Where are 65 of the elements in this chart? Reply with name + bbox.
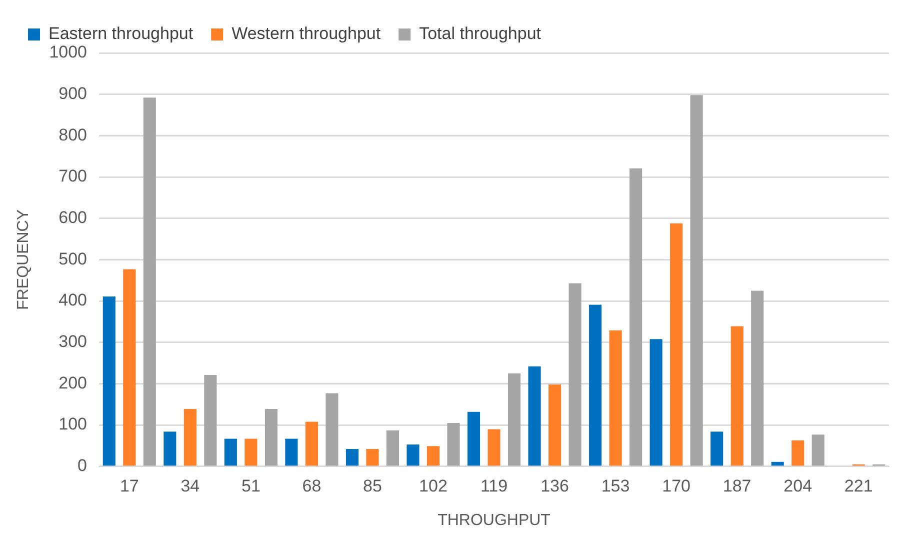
bar: [164, 432, 176, 466]
bar: [143, 98, 156, 466]
bar: [102, 296, 116, 466]
bar: [812, 434, 824, 466]
bar: [771, 462, 784, 466]
x-tick-label: 187: [722, 476, 752, 496]
bar: [528, 366, 541, 466]
y-tick-label: 500: [58, 249, 88, 268]
legend-label: Eastern throughput: [48, 24, 194, 44]
legend-label: Western throughput: [232, 24, 381, 44]
x-tick-label: 170: [662, 476, 690, 496]
bar: [751, 290, 764, 466]
bar: [184, 408, 196, 466]
bar: [426, 446, 440, 466]
bar: [508, 373, 521, 466]
x-tick-label: 51: [241, 476, 260, 496]
bar: [285, 438, 298, 466]
x-tick-label: 119: [480, 476, 508, 496]
bar: [346, 449, 358, 466]
bar: [710, 432, 724, 466]
bar: [589, 304, 602, 466]
y-tick-label: 900: [58, 84, 88, 104]
bar: [488, 429, 500, 466]
x-tick-label: 34: [180, 476, 200, 496]
bar: [630, 168, 642, 466]
x-tick-label: 221: [844, 476, 873, 496]
y-tick-label: 800: [58, 125, 88, 144]
bar: [650, 339, 662, 466]
bar: [326, 393, 338, 466]
x-tick-label: 102: [419, 476, 448, 496]
bar: [447, 422, 460, 466]
y-tick-label: 600: [58, 208, 88, 228]
x-tick-label: 136: [540, 476, 569, 496]
bar: [123, 269, 136, 466]
bar: [568, 283, 582, 466]
bar: [730, 326, 744, 466]
y-tick-label: 0: [78, 456, 88, 476]
x-tick-label: 17: [120, 476, 139, 496]
x-tick-label: 68: [302, 476, 322, 496]
bar: [224, 438, 237, 466]
y-axis-title: FREQUENCY: [15, 209, 32, 310]
y-tick-label: 1000: [49, 42, 88, 62]
y-tick-label: 200: [58, 373, 88, 392]
bar: [690, 95, 703, 466]
y-tick-label: 100: [58, 414, 88, 434]
y-tick-label: 400: [58, 290, 88, 310]
x-tick-label: 85: [363, 476, 382, 496]
bar: [670, 223, 683, 466]
bar: [548, 384, 562, 466]
y-tick-label: 300: [58, 332, 88, 352]
bar: [305, 422, 318, 466]
bar: [386, 430, 400, 466]
x-axis-title: THROUGHPUT: [438, 512, 551, 529]
x-tick-label: 204: [784, 476, 812, 496]
bar: [204, 375, 217, 466]
bar: [609, 330, 622, 466]
bar: [366, 449, 379, 466]
bar: [467, 412, 480, 466]
bar: [792, 440, 804, 466]
bar: [264, 408, 278, 466]
y-tick-label: 700: [58, 166, 88, 186]
x-tick-label: 153: [601, 476, 630, 496]
legend-label: Total throughput: [419, 24, 542, 44]
bar: [244, 438, 258, 466]
bar: [406, 444, 420, 466]
